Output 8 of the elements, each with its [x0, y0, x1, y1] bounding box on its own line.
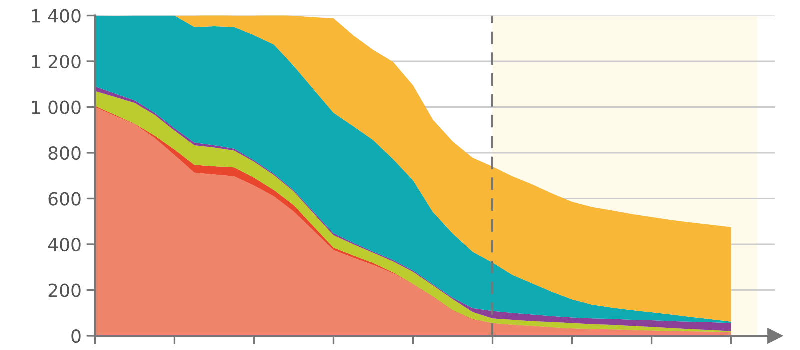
y-tick-label: 200 [48, 284, 81, 298]
y-tick-label: 0 [72, 329, 81, 344]
y-tick-label: 800 [48, 146, 81, 160]
y-tick-label: 600 [48, 192, 81, 206]
y-tick-label: 400 [48, 238, 81, 252]
y-tick-label: 1 000 [32, 100, 81, 114]
y-tick-label: 1 200 [32, 54, 81, 69]
y-tick-label: 1 400 [32, 9, 81, 23]
